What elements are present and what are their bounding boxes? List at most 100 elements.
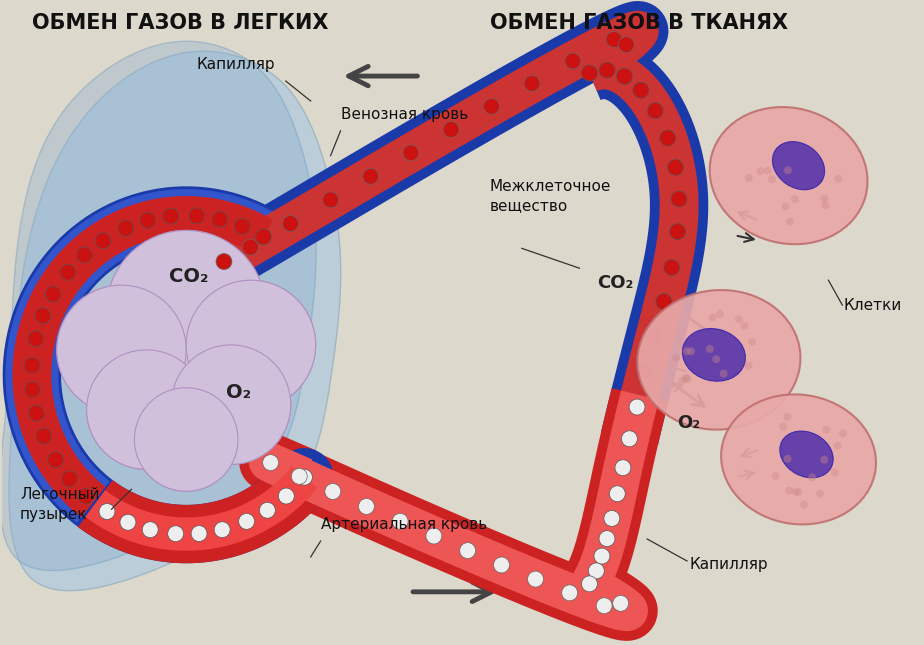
Text: Клетки: Клетки — [844, 298, 902, 313]
Circle shape — [786, 217, 794, 226]
Circle shape — [599, 62, 615, 78]
Circle shape — [609, 486, 626, 502]
Circle shape — [656, 293, 672, 310]
Circle shape — [242, 239, 259, 255]
Text: CO₂: CO₂ — [598, 274, 634, 292]
Ellipse shape — [721, 394, 876, 524]
Text: Капилляр: Капилляр — [689, 557, 768, 572]
Circle shape — [745, 361, 752, 370]
Text: CO₂: CO₂ — [169, 267, 209, 286]
Circle shape — [768, 175, 776, 183]
Circle shape — [581, 576, 598, 592]
Text: Межклеточное
вещество: Межклеточное вещество — [490, 179, 612, 213]
Circle shape — [615, 460, 631, 475]
Circle shape — [45, 286, 61, 302]
Circle shape — [720, 370, 727, 377]
Circle shape — [604, 510, 620, 526]
Ellipse shape — [710, 107, 868, 244]
Circle shape — [134, 388, 238, 491]
Circle shape — [493, 557, 509, 573]
Circle shape — [735, 315, 743, 323]
Polygon shape — [9, 51, 341, 591]
Circle shape — [163, 208, 179, 224]
Circle shape — [596, 598, 612, 613]
Circle shape — [613, 595, 628, 611]
Circle shape — [36, 428, 52, 444]
Circle shape — [684, 375, 691, 383]
Circle shape — [278, 488, 294, 504]
Polygon shape — [0, 41, 316, 571]
Circle shape — [792, 488, 799, 495]
Circle shape — [709, 313, 717, 321]
Circle shape — [120, 514, 136, 530]
Circle shape — [297, 469, 312, 485]
Circle shape — [48, 451, 64, 468]
Circle shape — [187, 280, 316, 410]
Circle shape — [25, 381, 41, 397]
Circle shape — [524, 75, 540, 92]
Circle shape — [291, 468, 308, 484]
Circle shape — [748, 338, 756, 346]
Circle shape — [77, 247, 92, 263]
Circle shape — [589, 563, 604, 579]
Circle shape — [678, 377, 686, 384]
Circle shape — [831, 468, 839, 476]
Circle shape — [60, 264, 76, 281]
Circle shape — [785, 487, 793, 495]
Ellipse shape — [780, 431, 833, 478]
Circle shape — [167, 526, 184, 542]
Circle shape — [784, 413, 791, 421]
Circle shape — [791, 195, 799, 203]
Circle shape — [821, 195, 828, 203]
Circle shape — [565, 53, 580, 69]
Circle shape — [599, 531, 615, 546]
Circle shape — [363, 168, 379, 184]
Circle shape — [833, 442, 842, 450]
Circle shape — [648, 103, 663, 119]
Circle shape — [444, 121, 459, 137]
Circle shape — [28, 331, 43, 347]
Text: ОБМЕН ГАЗОВ В ТКАНЯХ: ОБМЕН ГАЗОВ В ТКАНЯХ — [490, 14, 788, 34]
Circle shape — [35, 308, 51, 324]
Circle shape — [821, 201, 830, 210]
Circle shape — [214, 522, 230, 538]
Circle shape — [187, 280, 316, 410]
Circle shape — [683, 347, 690, 355]
Circle shape — [283, 215, 298, 232]
Circle shape — [663, 259, 680, 275]
Circle shape — [800, 501, 808, 508]
Circle shape — [106, 230, 266, 390]
Circle shape — [673, 354, 680, 362]
Circle shape — [712, 355, 720, 363]
Ellipse shape — [683, 328, 746, 381]
Circle shape — [62, 471, 78, 487]
Circle shape — [56, 285, 187, 415]
Circle shape — [821, 455, 828, 464]
Circle shape — [757, 167, 764, 175]
Circle shape — [188, 208, 205, 224]
Circle shape — [671, 191, 687, 207]
Circle shape — [822, 426, 830, 433]
Circle shape — [255, 229, 272, 244]
Circle shape — [106, 230, 266, 390]
Circle shape — [325, 484, 341, 499]
Circle shape — [706, 345, 713, 353]
Circle shape — [670, 224, 686, 239]
Circle shape — [682, 374, 690, 382]
Circle shape — [745, 174, 753, 182]
Circle shape — [142, 522, 158, 538]
Circle shape — [403, 145, 419, 161]
Circle shape — [56, 285, 187, 415]
Circle shape — [99, 504, 115, 519]
Circle shape — [87, 350, 206, 470]
Circle shape — [606, 32, 622, 48]
Text: O₂: O₂ — [677, 413, 700, 432]
Circle shape — [140, 212, 156, 228]
Circle shape — [839, 430, 847, 437]
Circle shape — [216, 253, 232, 270]
Circle shape — [618, 37, 634, 53]
Circle shape — [795, 488, 802, 496]
Circle shape — [359, 499, 374, 515]
Circle shape — [238, 513, 255, 530]
Circle shape — [95, 233, 111, 248]
